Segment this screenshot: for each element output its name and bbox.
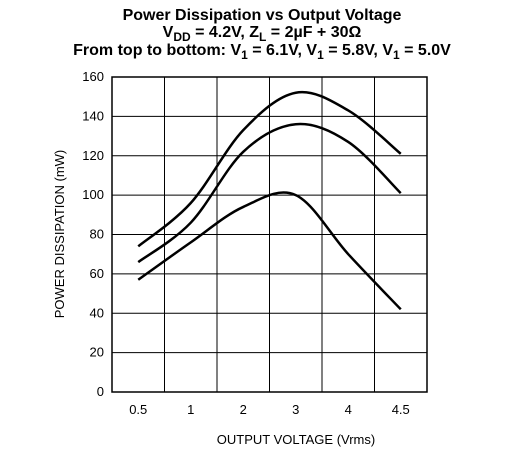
y-tick-label: 20: [90, 345, 104, 360]
x-tick-label: 0.5: [129, 402, 147, 417]
data-line: [137, 191, 402, 311]
data-line: [137, 122, 402, 264]
subscript: 1: [317, 48, 324, 62]
y-tick-label: 40: [90, 305, 104, 320]
y-tick-label: 80: [90, 227, 104, 242]
subscript: L: [259, 30, 266, 44]
text-segment: = 5.0V: [400, 42, 451, 59]
x-tick-label: 3: [292, 402, 299, 417]
y-axis-label: POWER DISSIPATION (mW): [52, 150, 67, 319]
subscript: 1: [393, 48, 400, 62]
x-tick-label: 4: [345, 402, 352, 417]
text-segment: From top to bottom: V: [73, 42, 241, 59]
text-segment: = 5.8V, V: [324, 42, 394, 59]
x-axis-label: OUTPUT VOLTAGE (Vrms): [217, 432, 375, 447]
y-tick-label: 100: [82, 187, 104, 202]
y-tick-label: 60: [90, 266, 104, 281]
plot-border: [111, 76, 428, 393]
text-segment: = 2µF + 30Ω: [266, 24, 361, 41]
y-tick-label: 160: [82, 69, 104, 84]
y-tick-label: 140: [82, 108, 104, 123]
chart-subtitle: VDD = 4.2V, ZL = 2µF + 30Ω: [163, 24, 362, 44]
x-tick-label: 2: [240, 402, 247, 417]
text-segment: = 4.2V, Z: [191, 24, 260, 41]
subscript: DD: [173, 30, 191, 44]
subscript: 1: [241, 48, 248, 62]
chart-subtitle: From top to bottom: V1 = 6.1V, V1 = 5.8V…: [73, 42, 451, 62]
text-segment: V: [163, 24, 174, 41]
data-line: [137, 90, 402, 248]
x-tick-label: 4.5: [392, 402, 410, 417]
x-tick-label: 1: [187, 402, 194, 417]
y-tick-label: 120: [82, 148, 104, 163]
chart-title: Power Dissipation vs Output Voltage: [123, 7, 402, 24]
text-segment: = 6.1V, V: [248, 42, 318, 59]
y-tick-label: 0: [97, 384, 104, 399]
